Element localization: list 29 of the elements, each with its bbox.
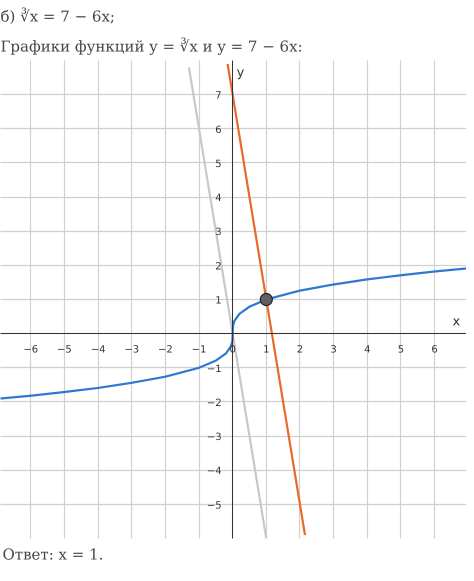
y-tick-label: −4 bbox=[206, 466, 222, 478]
y-tick-label: 7 bbox=[215, 90, 222, 102]
y-tick-label: 2 bbox=[215, 261, 222, 272]
x-tick-label: −3 bbox=[124, 344, 140, 356]
x-tick-label: −2 bbox=[158, 344, 173, 356]
y-tick-label: −3 bbox=[206, 432, 222, 444]
chart-title: б) ∛x = 7 − 6x; bbox=[0, 6, 115, 26]
x-tick-label: 5 bbox=[398, 344, 404, 356]
x-tick-label: −1 bbox=[192, 344, 206, 356]
y-tick-label: −5 bbox=[206, 500, 222, 512]
x-tick-label: 6 bbox=[431, 344, 438, 356]
chart-subtitle: Графики функций y = ∛x и y = 7 − 6x: bbox=[0, 36, 303, 56]
y-tick-label: 1 bbox=[215, 296, 222, 306]
y-tick-label: −2 bbox=[206, 398, 222, 409]
x-axis-title: x bbox=[452, 314, 460, 330]
x-tick-label: 4 bbox=[364, 344, 370, 356]
y-tick-label: −1 bbox=[206, 364, 222, 375]
x-tick-label: 2 bbox=[296, 344, 304, 356]
text: Ответ: x = 1. bbox=[2, 546, 104, 564]
x-tick-label: 1 bbox=[263, 344, 270, 356]
x-tick-label: 3 bbox=[330, 344, 337, 356]
x-tick-label: −6 bbox=[23, 344, 38, 356]
x-tick-label: −5 bbox=[57, 344, 72, 356]
y-tick-label: 5 bbox=[215, 158, 222, 170]
y-tick-label: 6 bbox=[215, 124, 222, 136]
x-tick-label: −4 bbox=[90, 344, 106, 356]
y-axis-title: y bbox=[236, 66, 245, 80]
y-tick-label: 4 bbox=[215, 193, 222, 204]
y-tick-label: 3 bbox=[215, 227, 222, 238]
